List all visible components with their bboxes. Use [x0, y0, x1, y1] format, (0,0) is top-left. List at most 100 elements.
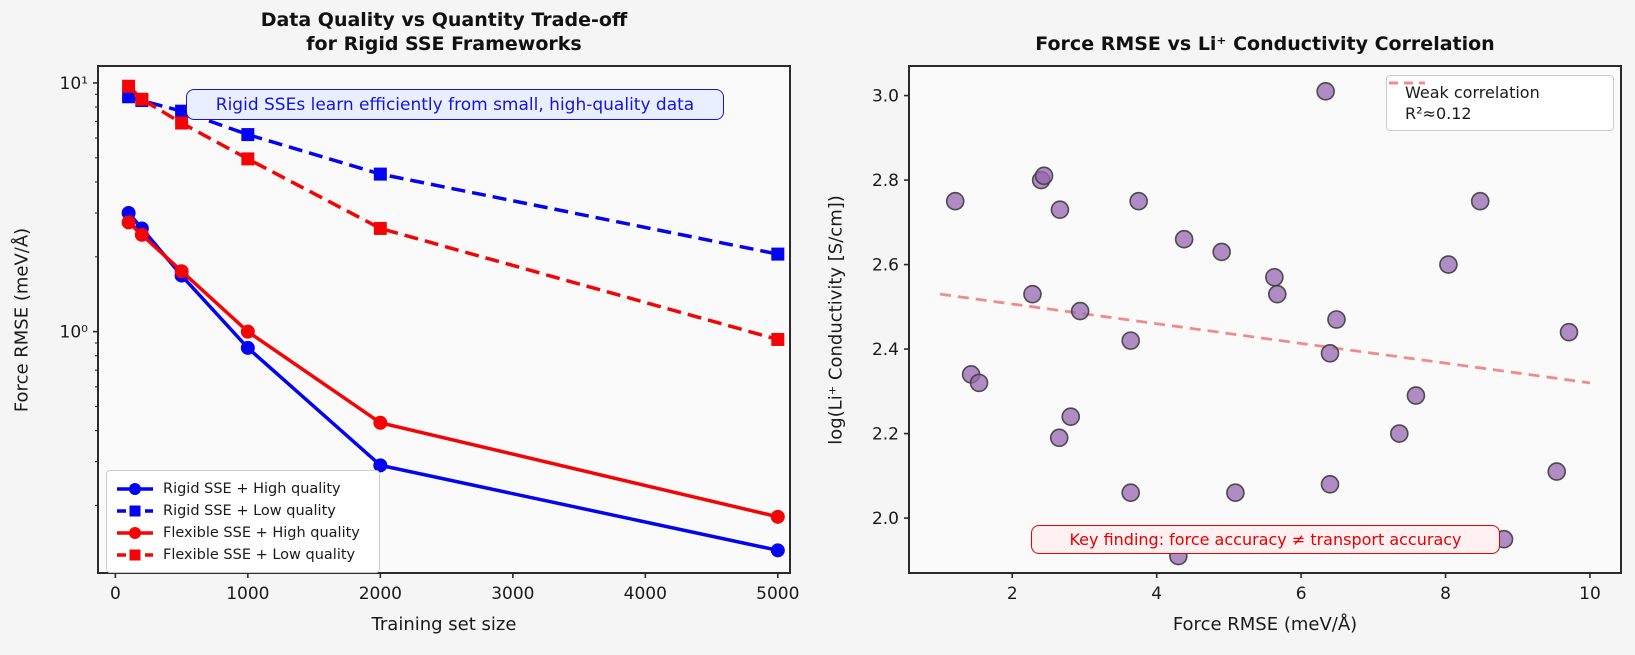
scatter-point	[1267, 284, 1287, 304]
series-marker	[175, 116, 189, 130]
x-tick-label: 5000	[756, 584, 799, 604]
series-marker	[241, 128, 255, 142]
x-tick-label: 8	[1440, 584, 1451, 604]
y-tick-label: 2.8	[872, 171, 899, 191]
left-chart-legend: Rigid SSE + High quality Rigid SSE + Low …	[106, 470, 380, 573]
right-chart-xlabel: Force RMSE (meV/Å)	[1172, 614, 1358, 635]
x-tick-label: 4000	[624, 584, 667, 604]
scatter-point	[1121, 331, 1140, 350]
left-chart-ylabel: Force RMSE (meV/Å)	[11, 227, 33, 413]
scatter-point	[1327, 310, 1346, 329]
legend-sample	[117, 505, 153, 517]
x-tick-label: 3000	[491, 584, 534, 604]
series-marker	[122, 90, 136, 104]
right-chart-ylabel: log(Li⁺ Conductivity [S/cm])	[825, 195, 847, 445]
legend-item-label: Flexible SSE + Low quality	[163, 547, 356, 563]
legend-item-flexible-sse-high-quality: Flexible SSE + High quality	[115, 522, 371, 544]
series-marker	[240, 340, 255, 355]
y-tick-label: 2.6	[872, 256, 899, 276]
series-marker	[121, 215, 136, 230]
y-tick-label: 2.2	[872, 425, 899, 445]
scatter-point	[1070, 301, 1090, 321]
left-y-ticks: 10¹ 10⁰	[60, 74, 98, 506]
series-marker	[770, 543, 785, 558]
legend-sample	[117, 483, 153, 495]
legend-item-label: Rigid SSE + Low quality	[163, 503, 336, 519]
series-marker	[122, 79, 136, 93]
x-tick-label: 0	[110, 584, 121, 604]
scatter-point	[1129, 191, 1148, 211]
left-chart-annotation: Rigid SSEs learn efficiently from small,…	[186, 89, 724, 120]
series-marker	[373, 415, 388, 430]
series-marker	[373, 458, 388, 473]
series-marker	[770, 509, 785, 524]
scatter-point	[1406, 386, 1426, 405]
right-axes-bg	[909, 66, 1621, 573]
series-marker	[373, 221, 387, 235]
right-chart-plot-area: 2 4 6 8 10 2.0 2.2 2.4 2.6 2.8 3.0	[872, 65, 1622, 604]
trend-legend-label: Weak correlation	[1405, 83, 1540, 102]
legend-sample	[117, 527, 153, 539]
right-chart-legend-text: Weak correlation R²≈0.12	[1405, 82, 1540, 124]
x-tick-label: 2000	[359, 584, 402, 604]
scatter-point	[1390, 424, 1409, 443]
legend-item-rigid-sse-low-quality: Rigid SSE + Low quality	[115, 500, 371, 522]
right-y-ticks: 2.0 2.2 2.4 2.6 2.8 3.0	[872, 87, 909, 529]
legend-item-label: Flexible SSE + High quality	[163, 525, 360, 541]
scatter-point	[1174, 229, 1194, 249]
left-chart-title-line2: for Rigid SSE Frameworks	[306, 33, 582, 55]
scatter-point	[1559, 322, 1579, 342]
scatter-point	[1320, 474, 1340, 494]
right-x-ticks: 2 4 6 8 10	[1007, 573, 1601, 604]
scatter-point	[1265, 267, 1284, 287]
series-marker	[134, 227, 149, 242]
left-axes-spine	[97, 65, 791, 574]
legend-item-flexible-sse-low-quality: Flexible SSE + Low quality	[115, 544, 371, 566]
x-tick-label: 4	[1151, 584, 1162, 604]
scatter-point	[1061, 407, 1081, 426]
series-marker	[174, 264, 189, 279]
left-chart-title-line1: Data Quality vs Quantity Trade-off	[260, 9, 628, 31]
left-chart-xlabel: Training set size	[371, 614, 517, 635]
scatter-point	[1034, 166, 1054, 186]
y-tick-label: 2.0	[872, 509, 899, 529]
right-chart-annotation: Key finding: force accuracy ≠ transport …	[1031, 525, 1500, 554]
series-marker	[240, 324, 255, 339]
x-tick-label: 2	[1007, 584, 1018, 604]
left-x-ticks: 0 1000 2000 3000 4000 5000	[110, 573, 799, 604]
scatter-point	[1547, 462, 1567, 481]
y-tick-label: 2.4	[872, 340, 899, 360]
left-chart-title: Data Quality vs Quantity Trade-off for R…	[261, 8, 628, 56]
x-tick-label: 6	[1296, 584, 1307, 604]
trend-line	[939, 292, 1591, 385]
left-chart-panel: 0 1000 2000 3000 4000 5000 10¹ 10⁰ Rigid SSEs l…	[60, 65, 799, 604]
scatter-point	[1439, 255, 1458, 274]
right-chart-legend: Weak correlation R²≈0.12	[1386, 75, 1614, 131]
y-tick-label: 10¹	[60, 74, 88, 94]
x-tick-label: 10	[1579, 584, 1601, 604]
trend-line-legend-sample	[1389, 81, 1425, 85]
right-chart-panel: 2 4 6 8 10 2.0 2.2 2.4 2.6 2.8 3.0 Key finding: fo…	[872, 65, 1622, 604]
scatter-point	[1049, 428, 1069, 448]
legend-sample	[117, 549, 153, 561]
series-marker	[175, 104, 189, 118]
series-marker	[241, 152, 255, 166]
scatter-point	[1470, 191, 1490, 211]
series-marker	[771, 332, 785, 346]
scatter-point	[1050, 200, 1070, 219]
y-tick-label: 3.0	[872, 87, 899, 107]
scatter-point	[1121, 483, 1140, 503]
series-marker	[771, 247, 785, 261]
series-marker	[135, 92, 149, 106]
series-marker	[373, 167, 387, 181]
scatter-point	[1316, 82, 1335, 101]
scatter-point	[945, 191, 965, 211]
right-chart-title: Force RMSE vs Li⁺ Conductivity Correlati…	[1035, 33, 1495, 55]
scatter-point	[1320, 343, 1340, 363]
trend-legend-r2: R²≈0.12	[1405, 104, 1472, 123]
scatter-point	[1226, 483, 1245, 503]
scatter-point	[969, 373, 989, 393]
series-line-flexible-sse-low-quality	[127, 84, 779, 342]
legend-item-rigid-sse-high-quality: Rigid SSE + High quality	[115, 478, 371, 500]
